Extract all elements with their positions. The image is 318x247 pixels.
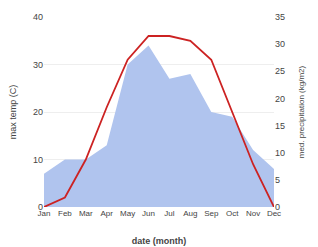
svg-text:15: 15: [275, 121, 285, 131]
svg-text:Apr: Apr: [101, 209, 114, 218]
svg-text:max temp (C): max temp (C): [8, 85, 18, 140]
svg-text:Jun: Jun: [142, 209, 155, 218]
svg-text:0: 0: [38, 202, 43, 212]
svg-text:20: 20: [275, 94, 285, 104]
svg-text:30: 30: [33, 60, 43, 70]
svg-text:Dec: Dec: [267, 209, 281, 218]
svg-text:35: 35: [275, 12, 285, 22]
svg-text:Oct: Oct: [226, 209, 239, 218]
svg-text:Nov: Nov: [246, 209, 260, 218]
svg-text:date (month): date (month): [132, 236, 187, 246]
svg-text:40: 40: [33, 12, 43, 22]
svg-text:Sep: Sep: [204, 209, 219, 218]
svg-text:25: 25: [275, 66, 285, 76]
svg-text:30: 30: [275, 39, 285, 49]
svg-text:20: 20: [33, 107, 43, 117]
svg-text:med. precipitation (kg/m2): med. precipitation (kg/m2): [297, 65, 306, 158]
svg-text:May: May: [120, 209, 135, 218]
svg-text:10: 10: [275, 148, 285, 158]
svg-text:Mar: Mar: [79, 209, 93, 218]
svg-text:10: 10: [33, 155, 43, 165]
svg-text:0: 0: [275, 202, 280, 212]
svg-text:5: 5: [275, 175, 280, 185]
svg-text:Feb: Feb: [58, 209, 72, 218]
svg-text:Jan: Jan: [38, 209, 51, 218]
svg-text:Aug: Aug: [183, 209, 197, 218]
svg-text:Jul: Jul: [164, 209, 174, 218]
